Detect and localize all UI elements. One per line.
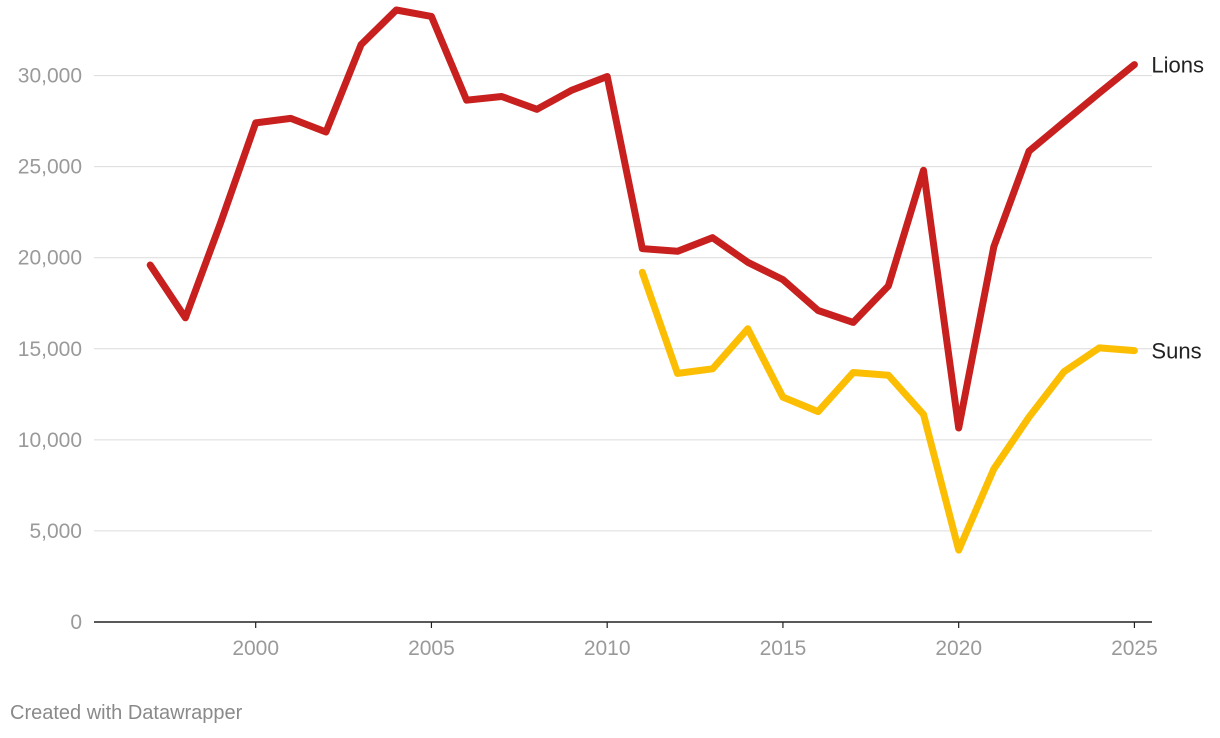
y-tick-label: 20,000 xyxy=(18,247,82,270)
y-tick-label: 0 xyxy=(70,611,82,634)
y-tick-label: 25,000 xyxy=(18,156,82,179)
x-tick-label: 2005 xyxy=(408,637,455,660)
series-line-lions xyxy=(146,6,1138,432)
x-tick-label: 2000 xyxy=(232,637,279,660)
x-tick-label: 2010 xyxy=(584,637,631,660)
series-labels: Lions Suns xyxy=(1151,53,1204,364)
credit-text: Created with Datawrapper xyxy=(10,702,243,724)
series-label-suns: Suns xyxy=(1151,339,1201,364)
series-label-lions: Lions xyxy=(1151,53,1204,78)
series-lines xyxy=(146,6,1138,554)
x-tick-label: 2025 xyxy=(1111,637,1158,660)
series-line-suns xyxy=(638,268,1138,554)
y-tick-label: 15,000 xyxy=(18,338,82,361)
line-chart: 0 5,000 10,000 15,000 20,000 25,000 30,000 2000… xyxy=(18,6,1204,660)
y-tick-label: 10,000 xyxy=(18,429,82,452)
y-tick-label: 30,000 xyxy=(18,65,82,88)
x-tick-label: 2015 xyxy=(760,637,807,660)
x-tick-label: 2020 xyxy=(935,637,982,660)
axes: 0 5,000 10,000 15,000 20,000 25,000 30,000 2000… xyxy=(18,65,1158,660)
y-tick-label: 5,000 xyxy=(29,520,82,543)
